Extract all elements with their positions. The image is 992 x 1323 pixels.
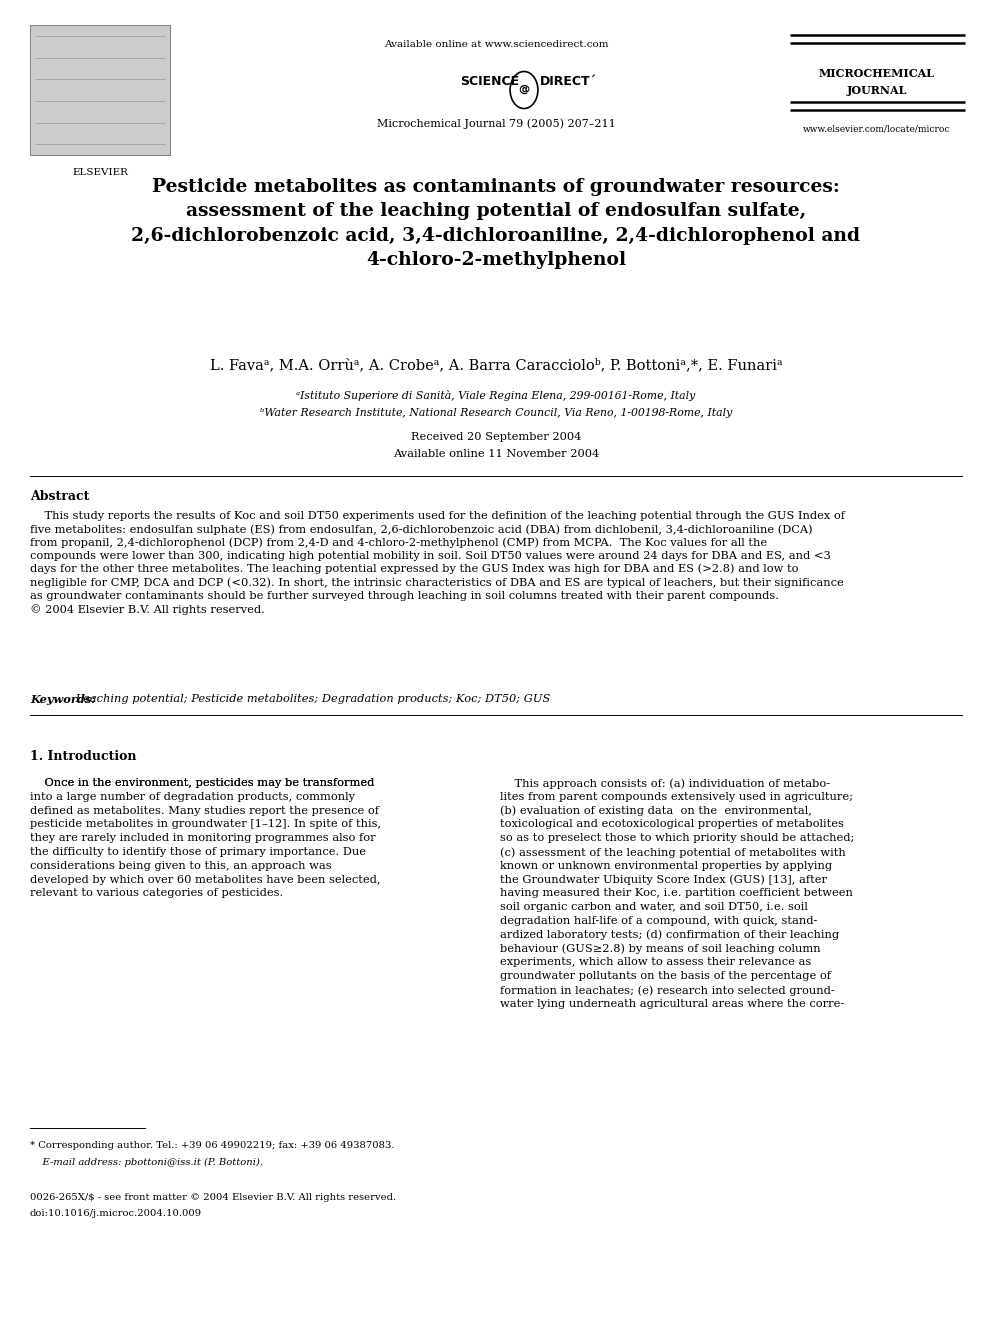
Text: Available online at www.sciencedirect.com: Available online at www.sciencedirect.co… xyxy=(384,40,608,49)
Text: the Groundwater Ubiquity Score Index (GUS) [13], after: the Groundwater Ubiquity Score Index (GU… xyxy=(500,875,827,885)
Text: DIRECT´: DIRECT´ xyxy=(540,75,597,89)
Text: Available online 11 November 2004: Available online 11 November 2004 xyxy=(393,448,599,459)
Text: relevant to various categories of pesticides.: relevant to various categories of pestic… xyxy=(30,889,284,898)
Text: ᵃIstituto Superiore di Sanità, Viale Regina Elena, 299-00161-Rome, Italy: ᵃIstituto Superiore di Sanità, Viale Reg… xyxy=(297,390,695,401)
Text: formation in leachates; (e) research into selected ground-: formation in leachates; (e) research int… xyxy=(500,986,834,996)
Text: www.elsevier.com/locate/microc: www.elsevier.com/locate/microc xyxy=(804,124,950,134)
Text: soil organic carbon and water, and soil DT50, i.e. soil: soil organic carbon and water, and soil … xyxy=(500,902,807,912)
Text: 1. Introduction: 1. Introduction xyxy=(30,750,137,763)
Text: JOURNAL: JOURNAL xyxy=(847,85,908,97)
Text: Keywords:: Keywords: xyxy=(30,695,95,705)
Text: Once in the environment, pesticides may be transformed: Once in the environment, pesticides may … xyxy=(30,778,374,789)
Text: so as to preselect those to which priority should be attached;: so as to preselect those to which priori… xyxy=(500,833,854,843)
Text: Microchemical Journal 79 (2005) 207–211: Microchemical Journal 79 (2005) 207–211 xyxy=(377,118,615,128)
Text: considerations being given to this, an approach was: considerations being given to this, an a… xyxy=(30,861,331,871)
Bar xyxy=(30,25,170,155)
Text: ELSEVIER: ELSEVIER xyxy=(72,168,128,177)
Text: into a large number of degradation products, commonly: into a large number of degradation produ… xyxy=(30,791,355,802)
Text: water lying underneath agricultural areas where the corre-: water lying underneath agricultural area… xyxy=(500,999,844,1009)
Text: E-mail address: pbottoni@iss.it (P. Bottoni).: E-mail address: pbottoni@iss.it (P. Bott… xyxy=(30,1158,263,1167)
Text: SCIENCE: SCIENCE xyxy=(460,75,519,89)
Text: This approach consists of: (a) individuation of metabo-: This approach consists of: (a) individua… xyxy=(500,778,830,789)
Text: Leaching potential; Pesticide metabolites; Degradation products; Koc; DT50; GUS: Leaching potential; Pesticide metabolite… xyxy=(72,695,551,704)
Text: experiments, which allow to assess their relevance as: experiments, which allow to assess their… xyxy=(500,958,811,967)
Text: (c) assessment of the leaching potential of metabolites with: (c) assessment of the leaching potential… xyxy=(500,847,846,857)
Text: MICROCHEMICAL: MICROCHEMICAL xyxy=(819,67,935,79)
Text: ardized laboratory tests; (d) confirmation of their leaching: ardized laboratory tests; (d) confirmati… xyxy=(500,930,839,941)
Text: they are rarely included in monitoring programmes also for: they are rarely included in monitoring p… xyxy=(30,833,376,843)
Text: lites from parent compounds extensively used in agriculture;: lites from parent compounds extensively … xyxy=(500,791,853,802)
Text: pesticide metabolites in groundwater [1–12]. In spite of this,: pesticide metabolites in groundwater [1–… xyxy=(30,819,381,830)
Text: having measured their Koc, i.e. partition coefficient between: having measured their Koc, i.e. partitio… xyxy=(500,889,853,898)
Text: This study reports the results of Koc and soil DT50 experiments used for the def: This study reports the results of Koc an… xyxy=(30,511,845,615)
Text: Pesticide metabolites as contaminants of groundwater resources:
assessment of th: Pesticide metabolites as contaminants of… xyxy=(131,179,861,269)
Text: degradation half-life of a compound, with quick, stand-: degradation half-life of a compound, wit… xyxy=(500,916,817,926)
Text: known or unknown environmental properties by applying: known or unknown environmental propertie… xyxy=(500,861,832,871)
Text: groundwater pollutants on the basis of the percentage of: groundwater pollutants on the basis of t… xyxy=(500,971,831,982)
Text: the difficulty to identify those of primary importance. Due: the difficulty to identify those of prim… xyxy=(30,847,366,857)
Text: Received 20 September 2004: Received 20 September 2004 xyxy=(411,433,581,442)
Text: developed by which over 60 metabolites have been selected,: developed by which over 60 metabolites h… xyxy=(30,875,381,885)
Text: (b) evaluation of existing data  on the  environmental,: (b) evaluation of existing data on the e… xyxy=(500,806,811,816)
Text: doi:10.1016/j.microc.2004.10.009: doi:10.1016/j.microc.2004.10.009 xyxy=(30,1209,202,1218)
Text: @: @ xyxy=(519,83,530,94)
Text: L. Favaᵃ, M.A. Orrùᵃ, A. Crobeᵃ, A. Barra Caraccioloᵇ, P. Bottoniᵃ,*, E. Funariᵃ: L. Favaᵃ, M.A. Orrùᵃ, A. Crobeᵃ, A. Barr… xyxy=(209,359,783,372)
Text: toxicological and ecotoxicological properties of metabolites: toxicological and ecotoxicological prope… xyxy=(500,819,844,830)
Text: ᵇWater Research Institute, National Research Council, Via Reno, 1-00198-Rome, It: ᵇWater Research Institute, National Rese… xyxy=(260,407,732,418)
Text: 0026-265X/$ - see front matter © 2004 Elsevier B.V. All rights reserved.: 0026-265X/$ - see front matter © 2004 El… xyxy=(30,1193,396,1203)
Text: behaviour (GUS≥2.8) by means of soil leaching column: behaviour (GUS≥2.8) by means of soil lea… xyxy=(500,943,820,954)
Text: Abstract: Abstract xyxy=(30,490,89,503)
Text: Once in the environment, pesticides may be transformed: Once in the environment, pesticides may … xyxy=(30,778,374,789)
Text: * Corresponding author. Tel.: +39 06 49902219; fax: +39 06 49387083.: * Corresponding author. Tel.: +39 06 499… xyxy=(30,1140,395,1150)
Text: defined as metabolites. Many studies report the presence of: defined as metabolites. Many studies rep… xyxy=(30,806,379,815)
